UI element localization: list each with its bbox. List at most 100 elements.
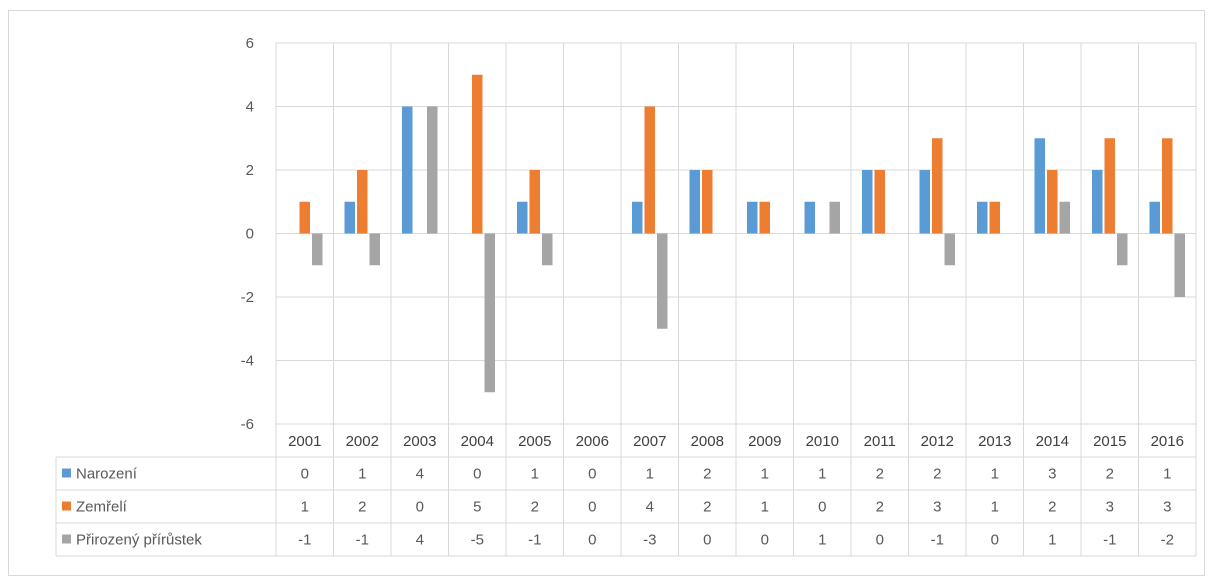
category-label: 2007 <box>633 433 666 450</box>
table-cell: 4 <box>646 499 654 516</box>
category-label: 2001 <box>288 433 321 450</box>
series-name: Narození <box>76 466 138 483</box>
table-cell: 0 <box>473 466 481 483</box>
bar-zemreli <box>472 74 483 234</box>
table-cell: 2 <box>876 466 884 483</box>
y-tick-label: 0 <box>246 226 254 243</box>
table-cell: 2 <box>1048 499 1056 516</box>
bar-zemreli <box>644 106 655 234</box>
table-cell: 1 <box>991 499 999 516</box>
table-cell: 3 <box>1163 499 1171 516</box>
chart-frame: 6 4 2 0 -2 -4 -6 2001 2002 2003 2004 2005 2006 2007 20… <box>8 10 1205 576</box>
bar-prirustek <box>657 233 668 329</box>
bar-prirustek <box>1117 233 1128 266</box>
y-tick-label: -2 <box>241 289 254 306</box>
bar-zemreli <box>932 138 943 234</box>
table-cell: 1 <box>761 499 769 516</box>
category-label: 2012 <box>921 433 954 450</box>
category-label: 2013 <box>978 433 1011 450</box>
category-label: 2006 <box>576 433 609 450</box>
table-cell: 2 <box>703 499 711 516</box>
bar-zemreli <box>299 201 310 234</box>
category-label: 2009 <box>748 433 781 450</box>
bar-zemreli <box>874 170 885 234</box>
bar-narozeni <box>862 170 873 234</box>
table-cell: 2 <box>876 499 884 516</box>
table-cell: 0 <box>703 532 711 549</box>
table-cell: 3 <box>1106 499 1114 516</box>
bar-prirustek <box>542 233 553 266</box>
bar-prirustek <box>1174 233 1185 297</box>
y-tick-label: -4 <box>241 353 254 370</box>
table-cell: 1 <box>301 499 309 516</box>
y-tick-label: 4 <box>246 99 254 116</box>
table-cell: 1 <box>991 466 999 483</box>
bar-prirustek <box>829 201 840 234</box>
table-cell: -3 <box>643 532 656 549</box>
table-cell: 1 <box>761 466 769 483</box>
category-label: 2016 <box>1151 433 1184 450</box>
bar-narozeni <box>632 201 643 234</box>
legend-key <box>62 534 71 544</box>
table-cell: 1 <box>818 532 826 549</box>
table-cell: 1 <box>818 466 826 483</box>
bar-zemreli <box>1047 170 1058 234</box>
bar-prirustek <box>312 233 323 266</box>
table-cell: 0 <box>818 499 826 516</box>
category-label: 2003 <box>403 433 436 450</box>
table-cell: -1 <box>931 532 944 549</box>
table-cell: -1 <box>356 532 369 549</box>
bar-narozeni <box>344 201 355 234</box>
table-cell: 0 <box>876 532 884 549</box>
table-cell: -1 <box>528 532 541 549</box>
category-label: 2005 <box>518 433 551 450</box>
table-cell: 0 <box>588 466 596 483</box>
category-label: 2011 <box>864 433 896 450</box>
bar-narozeni <box>804 201 815 234</box>
bar-narozeni <box>1149 201 1160 234</box>
category-label: 2015 <box>1093 433 1126 450</box>
bar-narozeni <box>517 201 528 234</box>
table-cell: 2 <box>933 466 941 483</box>
bar-zemreli <box>759 201 770 234</box>
bar-narozeni <box>747 201 758 234</box>
category-label: 2002 <box>346 433 379 450</box>
table-cell: 1 <box>1163 466 1171 483</box>
bar-zemreli <box>702 170 713 234</box>
series-name: Přirozený přírůstek <box>76 532 202 549</box>
table-cell: 0 <box>416 499 424 516</box>
bar-prirustek <box>484 233 495 393</box>
table-cell: -1 <box>298 532 311 549</box>
table-cell: 0 <box>588 499 596 516</box>
bar-prirustek <box>1059 201 1070 234</box>
table-cell: 1 <box>1048 532 1056 549</box>
table-cell: 3 <box>1048 466 1056 483</box>
bar-zemreli <box>989 201 1000 234</box>
bar-narozeni <box>919 170 930 234</box>
bar-prirustek <box>944 233 955 266</box>
category-label: 2010 <box>806 433 839 450</box>
y-tick-label: 6 <box>246 35 254 52</box>
table-cell: 0 <box>588 532 596 549</box>
y-tick-label: 2 <box>246 162 254 179</box>
legend-key <box>62 501 71 511</box>
category-label: 2008 <box>691 433 724 450</box>
series-name: Zemřelí <box>76 499 128 516</box>
table-cell: 0 <box>301 466 309 483</box>
table-cell: 3 <box>933 499 941 516</box>
table-cell: 0 <box>761 532 769 549</box>
table-cell: 4 <box>416 532 424 549</box>
table-cell: -1 <box>1103 532 1116 549</box>
bar-narozeni <box>1034 138 1045 234</box>
bar-prirustek <box>427 106 438 234</box>
table-cell: 1 <box>646 466 654 483</box>
table-cell: 0 <box>991 532 999 549</box>
table-cell: -5 <box>471 532 484 549</box>
bar-zemreli <box>1162 138 1173 234</box>
table-cell: 2 <box>358 499 366 516</box>
table-cell: 2 <box>703 466 711 483</box>
bar-narozeni <box>402 106 413 234</box>
bar-prirustek <box>369 233 380 266</box>
bar-zemreli <box>1104 138 1115 234</box>
